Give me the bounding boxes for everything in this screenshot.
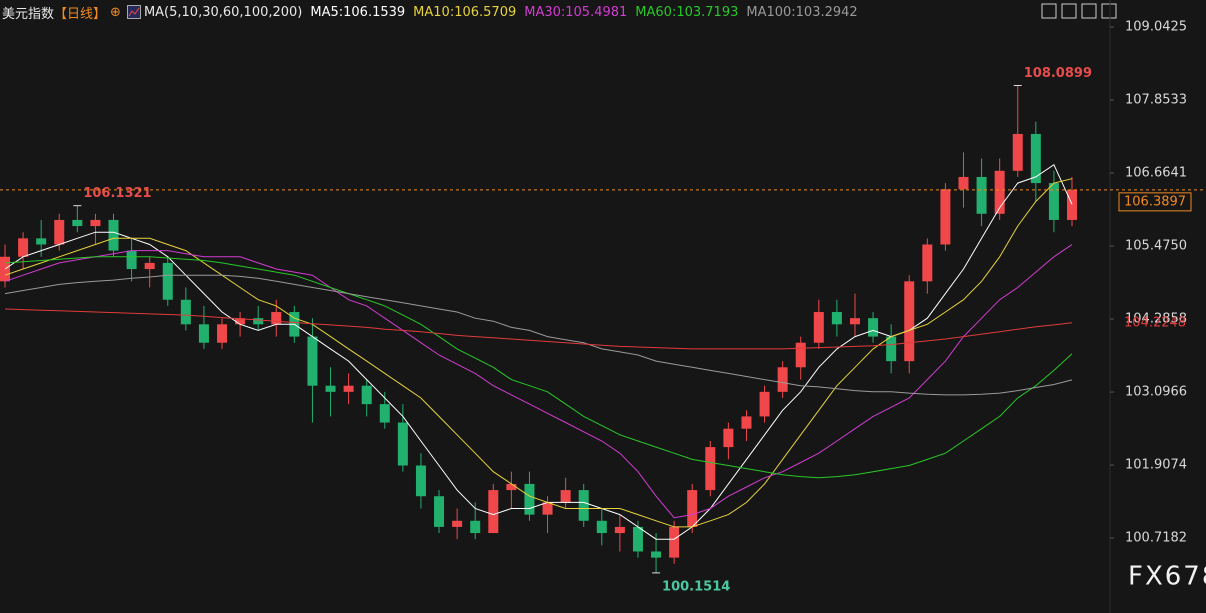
tool-button[interactable]	[1101, 3, 1117, 19]
y-tick-label: 105.4750	[1125, 239, 1187, 254]
ma-line	[4, 178, 1073, 528]
last-price-label: 106.3897	[1124, 194, 1186, 209]
candle-body	[0, 256, 10, 282]
candle-body	[904, 281, 915, 362]
candle-body	[271, 312, 282, 325]
candle-body	[1030, 133, 1041, 184]
candle-body	[217, 324, 228, 343]
legend-entry: MA10:106.5709	[413, 4, 517, 20]
candle-body	[759, 391, 770, 417]
y-tick-label: 101.9074	[1125, 458, 1187, 473]
candle-body	[307, 336, 318, 386]
candle-body	[940, 189, 951, 245]
y-tick-label: 104.2858	[1125, 312, 1187, 327]
candle-body	[813, 312, 824, 343]
candle-body	[506, 483, 517, 491]
legend-entry: MA60:103.7193	[635, 4, 739, 20]
candle-body	[705, 447, 716, 491]
ma-line	[4, 274, 1073, 396]
ma-line	[4, 244, 1073, 519]
candle-body	[54, 219, 65, 245]
tool-button[interactable]	[1081, 3, 1097, 19]
candle-body	[596, 520, 607, 534]
last-price-tag	[1118, 192, 1192, 212]
legend: MA5:106.1539 MA10:106.5709 MA30:105.4981 MA…	[310, 5, 865, 20]
candle-body	[470, 520, 481, 534]
period[interactable]: 【日线】	[54, 6, 107, 22]
watermark: FX678	[1128, 562, 1206, 592]
y-tick-label: 103.0966	[1125, 385, 1187, 400]
ma-line	[4, 308, 1073, 350]
candle-body	[415, 465, 426, 497]
candle-body	[578, 490, 589, 521]
candle-body	[90, 219, 101, 227]
candle-body	[162, 262, 173, 300]
candle-body	[18, 238, 29, 257]
ma-line	[4, 256, 1073, 479]
y-tick-label: 106.6641	[1125, 166, 1187, 181]
candle-body	[922, 244, 933, 282]
legend-entry: MA30:105.4981	[524, 4, 628, 20]
ma-icon[interactable]	[126, 5, 141, 19]
candle-body	[849, 318, 860, 325]
y-tick-label: 109.0425	[1125, 19, 1187, 34]
candle-body	[72, 219, 83, 227]
candle-body	[687, 490, 698, 527]
ma-value-label: 104.2248	[1124, 315, 1186, 330]
candle-body	[958, 176, 969, 190]
y-tick-label: 100.7182	[1125, 531, 1187, 546]
legend-entry: MA5:106.1539	[310, 4, 406, 20]
candle-body	[488, 490, 499, 534]
add-icon[interactable]: ⊕	[110, 4, 121, 20]
candle-body	[198, 324, 209, 343]
annotation-label: 106.1321	[83, 186, 151, 201]
candle-body	[361, 385, 372, 405]
candle-body	[452, 520, 463, 527]
annotation-label: 108.0899	[1024, 66, 1092, 81]
candle-body	[1048, 183, 1059, 220]
candle-body	[651, 551, 662, 558]
candle-body	[632, 526, 643, 552]
toolbar	[1041, 3, 1117, 19]
header: 美元指数 【日线】 ⊕ MA(5,10,30,60,100,200) MA5:1…	[2, 3, 874, 22]
tool-button[interactable]	[1041, 3, 1057, 19]
candle-body	[614, 526, 625, 534]
candle-body	[144, 262, 155, 270]
candle-body	[325, 385, 336, 392]
candle-body	[253, 318, 264, 325]
candle-body	[886, 336, 897, 362]
candle-body	[1067, 189, 1077, 220]
tool-button[interactable]	[1061, 3, 1077, 19]
candle-body	[343, 385, 354, 392]
y-tick-label: 107.8533	[1125, 92, 1187, 107]
candle-body	[831, 312, 842, 325]
candle-body	[180, 299, 191, 325]
ma-params: MA(5,10,30,60,100,200)	[143, 4, 303, 20]
candle-body	[235, 318, 246, 325]
candle-body	[524, 483, 535, 515]
legend-entry: MA100:103.2942	[746, 4, 858, 20]
candle-body	[126, 250, 137, 270]
candle-body	[723, 428, 734, 448]
candle-body	[379, 404, 390, 423]
candle-body	[1012, 133, 1023, 171]
candle-body	[560, 490, 571, 503]
candle-body	[542, 502, 553, 515]
candle-body	[868, 318, 879, 337]
candle-body	[36, 238, 47, 245]
candle-body	[397, 422, 408, 466]
title: 美元指数	[2, 6, 55, 22]
candle-body	[434, 496, 445, 527]
candle-body	[108, 219, 119, 251]
annotation-label: 100.1514	[662, 579, 730, 594]
candle-body	[777, 367, 788, 392]
candle-body	[669, 526, 680, 558]
candle-body	[795, 342, 806, 368]
candle-body	[994, 170, 1005, 214]
candle-body	[741, 416, 752, 429]
candle-body	[976, 176, 987, 214]
